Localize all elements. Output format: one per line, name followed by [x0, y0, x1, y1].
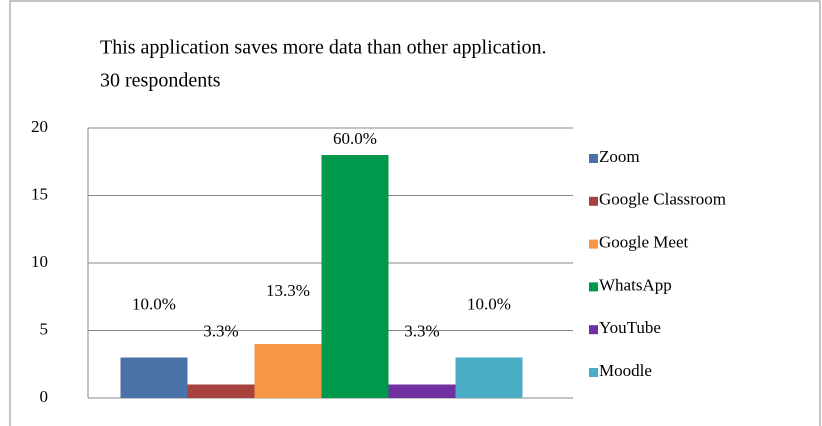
legend-swatch [589, 196, 598, 206]
y-tick-label: 10 [31, 252, 48, 271]
y-tick-label: 15 [31, 184, 48, 203]
legend-label: WhatsApp [599, 275, 672, 294]
legend-label: YouTube [599, 318, 661, 337]
data-label: 60.0% [333, 129, 377, 148]
bar [321, 155, 389, 398]
legend-label: Zoom [599, 147, 640, 166]
legend-label: Moodle [599, 361, 652, 380]
chart-subtitle: 30 respondents [100, 70, 221, 92]
data-label: 13.3% [266, 281, 310, 300]
data-label: 3.3% [203, 321, 238, 340]
y-tick-label: 0 [40, 387, 49, 406]
bar [388, 384, 456, 398]
legend-swatch [589, 282, 598, 292]
bar [254, 344, 322, 398]
bar [455, 357, 523, 398]
legend-label: Google Meet [599, 233, 689, 252]
legend-swatch [589, 368, 598, 377]
data-label: 10.0% [132, 294, 176, 313]
bar [187, 384, 255, 398]
y-tick-label: 20 [31, 117, 48, 136]
data-label: 3.3% [404, 321, 439, 340]
legend-swatch [589, 154, 598, 163]
legend-swatch [589, 325, 598, 335]
chart-title: This application saves more data than ot… [100, 37, 547, 59]
data-label: 10.0% [467, 294, 511, 313]
legend-swatch [589, 239, 598, 249]
chart-frame [9, 0, 821, 426]
bar [120, 357, 188, 398]
y-tick-label: 5 [40, 319, 49, 338]
legend-label: Google Classroom [599, 190, 726, 209]
